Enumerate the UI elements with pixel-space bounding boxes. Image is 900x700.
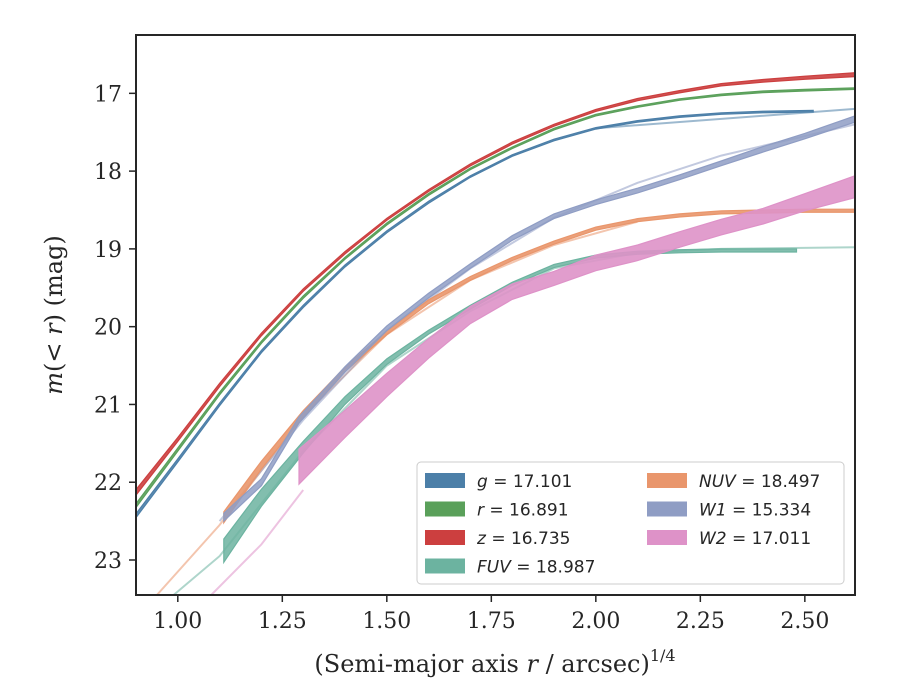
legend-entry: W1 = 15.334 [699, 501, 811, 521]
legend-entry: NUV = 18.497 [699, 472, 820, 492]
y-tick-label: 22 [94, 471, 122, 496]
legend-box [416, 461, 845, 585]
legend-swatch [425, 558, 465, 574]
y-tick-label: 21 [94, 393, 122, 418]
legend-entry: r = 16.891 [477, 501, 569, 521]
x-axis-ticks: 1.00 1.25 1.50 1.75 2.00 2.25 2.50 [153, 595, 829, 634]
series-band [136, 72, 855, 497]
legend-entry: g = 17.101 [477, 472, 572, 492]
legend-swatch [647, 530, 687, 545]
legend-entry: W2 = 17.011 [699, 529, 811, 549]
legend-swatch [425, 501, 465, 517]
x-tick-label: 2.50 [780, 609, 829, 634]
y-tick-label: 23 [94, 549, 122, 574]
legend-swatch [647, 473, 687, 488]
data-bands [136, 72, 855, 565]
series-band [136, 87, 855, 509]
legend: g = 17.101 r = 16.891 z = 16.735 FUV = 18.9… [416, 461, 845, 585]
legend-swatch [425, 473, 465, 488]
plot-frame [135, 34, 856, 596]
legend-entry: FUV = 18.987 [477, 558, 595, 578]
y-tick-label: 17 [94, 82, 122, 107]
x-tick-label: 1.00 [153, 609, 202, 634]
y-axis-ticks: 17 18 19 20 21 22 23 [94, 82, 136, 574]
legend-entry: z = 16.735 [476, 529, 570, 549]
x-tick-label: 1.75 [467, 609, 516, 634]
x-tick-label: 1.50 [362, 609, 411, 634]
x-tick-label: 2.25 [676, 609, 725, 634]
legend-swatch [647, 501, 687, 517]
series-band [223, 115, 855, 523]
model-curve [210, 489, 304, 595]
series-band [223, 248, 798, 565]
y-tick-label: 18 [94, 160, 122, 185]
y-axis-label: m(< r) (mag) [40, 235, 68, 395]
series-band [136, 109, 814, 519]
y-tick-label: 19 [94, 238, 122, 263]
x-tick-label: 2.00 [571, 609, 620, 634]
legend-swatch [425, 530, 465, 545]
series-band [298, 175, 855, 486]
y-tick-label: 20 [94, 316, 122, 341]
x-axis-label: (Semi-major axis r / arcsec)1/4 [314, 646, 675, 678]
x-tick-label: 1.25 [258, 609, 307, 634]
